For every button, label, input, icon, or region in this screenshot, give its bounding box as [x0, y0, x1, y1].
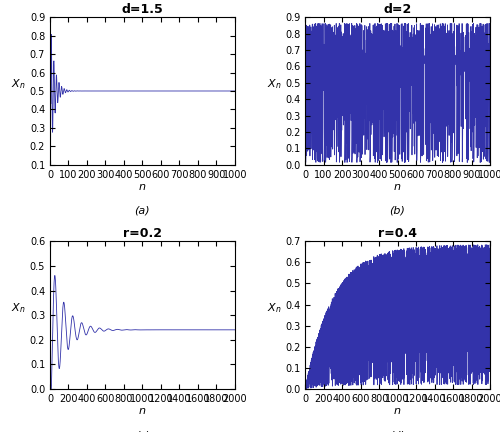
Title: r=0.4: r=0.4 — [378, 227, 417, 240]
Text: (d): (d) — [390, 430, 406, 432]
Y-axis label: $X_n$: $X_n$ — [266, 301, 281, 315]
Text: (b): (b) — [390, 206, 406, 216]
Text: (c): (c) — [135, 430, 150, 432]
Y-axis label: $X_n$: $X_n$ — [266, 77, 281, 91]
Title: r=0.2: r=0.2 — [123, 227, 162, 240]
X-axis label: n: n — [139, 182, 146, 192]
X-axis label: n: n — [394, 407, 401, 416]
X-axis label: n: n — [394, 182, 401, 192]
Title: d=1.5: d=1.5 — [122, 3, 164, 16]
X-axis label: n: n — [139, 407, 146, 416]
Title: d=2: d=2 — [384, 3, 411, 16]
Y-axis label: $X_n$: $X_n$ — [12, 77, 26, 91]
Text: (a): (a) — [134, 206, 150, 216]
Y-axis label: $X_n$: $X_n$ — [12, 301, 26, 315]
